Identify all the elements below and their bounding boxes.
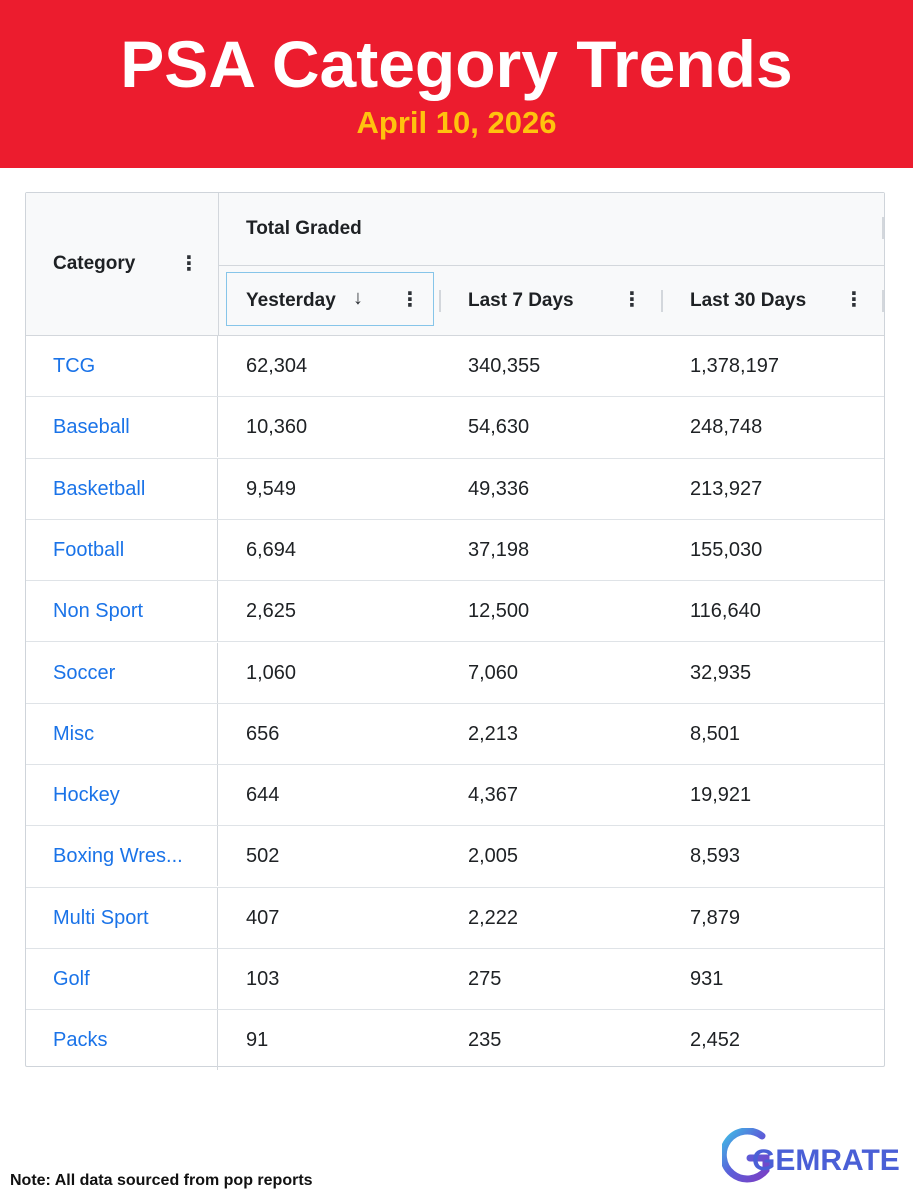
- category-link[interactable]: Packs: [26, 1010, 218, 1071]
- table-row[interactable]: Soccer 1,060 7,060 32,935: [26, 642, 884, 704]
- column-resize-handle[interactable]: [882, 290, 884, 312]
- cell-last-7-days: 12,500: [468, 600, 530, 623]
- table-row[interactable]: Non Sport 2,625 12,500 116,640: [26, 581, 884, 643]
- category-link[interactable]: Boxing Wres...: [26, 826, 218, 887]
- focus-outline: [226, 272, 434, 326]
- column-resize-handle[interactable]: [439, 290, 441, 312]
- cell-yesterday: 6,694: [246, 538, 297, 561]
- category-link[interactable]: Baseball: [26, 397, 218, 458]
- column-header-last-30-days-label: Last 30 Days: [690, 290, 807, 311]
- cell-last-7-days: 4,367: [468, 784, 519, 807]
- table-row[interactable]: Packs 91 235 2,452: [26, 1010, 884, 1071]
- category-link[interactable]: Misc: [26, 703, 218, 764]
- table-row[interactable]: Football 6,694 37,198 155,030: [26, 519, 884, 582]
- cell-last-30-days: 155,030: [690, 538, 763, 561]
- sort-descending-icon[interactable]: ↓: [353, 287, 363, 309]
- cell-last-7-days: 7,060: [468, 661, 519, 684]
- table-row[interactable]: Baseball 10,360 54,630 248,748: [26, 397, 884, 459]
- cell-last-30-days: 248,748: [690, 416, 763, 439]
- footer-note: Note: All data sourced from pop reports: [10, 1172, 313, 1189]
- column-header-category[interactable]: Category ⋮: [26, 193, 219, 335]
- cell-last-7-days: 275: [468, 968, 502, 990]
- table-row[interactable]: Basketball 9,549 49,336 213,927: [26, 458, 884, 520]
- table-row[interactable]: Hockey 644 4,367 19,921: [26, 765, 884, 827]
- header-banner: PSA Category Trends April 10, 2026: [0, 0, 913, 168]
- cell-yesterday: 1,060: [246, 661, 297, 684]
- cell-last-30-days: 116,640: [690, 600, 761, 623]
- column-resize-handle[interactable]: [882, 217, 884, 239]
- column-menu-icon[interactable]: ⋮: [622, 289, 642, 311]
- category-link[interactable]: Multi Sport: [26, 887, 218, 948]
- cell-last-30-days: 32,935: [690, 661, 752, 684]
- column-group-label: Total Graded: [246, 218, 362, 239]
- cell-last-7-days: 235: [468, 1029, 502, 1052]
- column-header-yesterday-label: Yesterday: [246, 290, 336, 311]
- cell-yesterday: 62,304: [246, 355, 308, 377]
- column-header-last-30-days[interactable]: Last 30 Days ⋮: [663, 266, 884, 335]
- category-link[interactable]: TCG: [26, 336, 218, 396]
- cell-last-30-days: 7,879: [690, 906, 741, 929]
- category-link[interactable]: Basketball: [26, 458, 218, 519]
- column-resize-handle[interactable]: [661, 290, 663, 312]
- cell-last-30-days: 19,921: [690, 784, 752, 807]
- column-group-header-total-graded: Total Graded: [219, 193, 884, 266]
- cell-yesterday: 407: [246, 906, 280, 929]
- cell-yesterday: 502: [246, 845, 280, 868]
- column-menu-icon[interactable]: ⋮: [400, 289, 420, 311]
- cell-last-7-days: 2,213: [468, 722, 519, 745]
- table-row[interactable]: Multi Sport 407 2,222 7,879: [26, 887, 884, 949]
- cell-last-30-days: 213,927: [690, 477, 763, 500]
- page-title: PSA Category Trends: [120, 27, 793, 101]
- table-row[interactable]: TCG 62,304 340,355 1,378,197: [26, 336, 884, 398]
- table-row[interactable]: Golf 103 275 931: [26, 949, 884, 1011]
- cell-last-7-days: 2,005: [468, 845, 519, 868]
- cell-last-30-days: 8,501: [690, 722, 741, 745]
- report-date: April 10, 2026: [356, 105, 557, 140]
- table-row[interactable]: Misc 656 2,213 8,501: [26, 703, 884, 766]
- category-link[interactable]: Golf: [26, 949, 218, 1009]
- column-header-category-label: Category: [53, 253, 136, 274]
- cell-last-30-days: 8,593: [690, 845, 741, 868]
- cell-last-7-days: 54,630: [468, 416, 530, 439]
- category-link[interactable]: Soccer: [26, 642, 218, 703]
- data-grid: Category ⋮ Total Graded Yesterday ↓ ⋮ La…: [25, 192, 885, 1071]
- category-link[interactable]: Non Sport: [26, 581, 218, 642]
- cell-last-7-days: 49,336: [468, 477, 530, 500]
- column-header-last-7-days-label: Last 7 Days: [468, 290, 574, 311]
- cell-yesterday: 9,549: [246, 477, 297, 500]
- cell-yesterday: 103: [246, 968, 280, 990]
- cell-last-30-days: 931: [690, 968, 724, 990]
- cell-last-7-days: 340,355: [468, 355, 541, 377]
- category-link[interactable]: Football: [26, 519, 218, 580]
- column-header-last-7-days[interactable]: Last 7 Days ⋮: [441, 266, 663, 335]
- grid-header: Category ⋮ Total Graded Yesterday ↓ ⋮ La…: [26, 193, 884, 336]
- cell-last-7-days: 2,222: [468, 906, 519, 929]
- cell-last-30-days: 1,378,197: [690, 355, 779, 377]
- category-link[interactable]: Hockey: [26, 765, 218, 826]
- cell-yesterday: 2,625: [246, 600, 297, 623]
- column-header-yesterday[interactable]: Yesterday ↓ ⋮: [219, 266, 441, 335]
- cell-yesterday: 656: [246, 722, 280, 745]
- cell-yesterday: 10,360: [246, 416, 308, 439]
- cell-last-30-days: 2,452: [690, 1029, 741, 1052]
- column-menu-icon[interactable]: ⋮: [179, 253, 199, 275]
- gemrate-logo: GEMRATE: [722, 1128, 900, 1183]
- cell-yesterday: 644: [246, 784, 280, 807]
- column-menu-icon[interactable]: ⋮: [844, 289, 864, 311]
- logo-text: GEMRATE: [752, 1144, 900, 1177]
- table-row[interactable]: Boxing Wres... 502 2,005 8,593: [26, 826, 884, 888]
- cell-last-7-days: 37,198: [468, 538, 530, 561]
- cell-yesterday: 91: [246, 1029, 269, 1052]
